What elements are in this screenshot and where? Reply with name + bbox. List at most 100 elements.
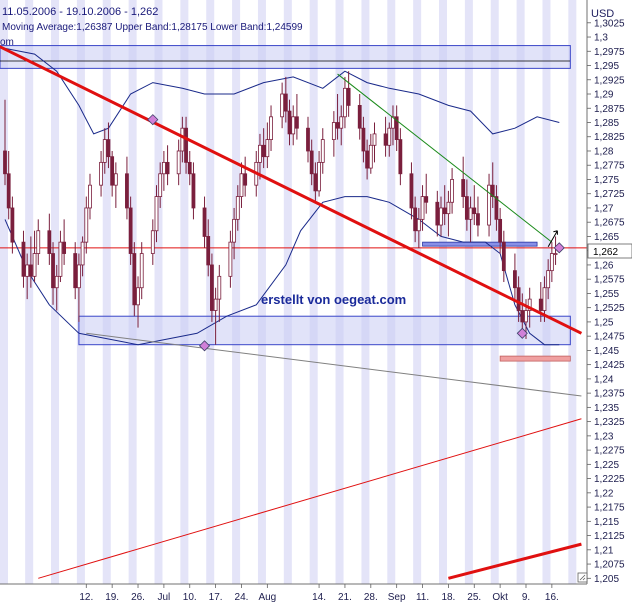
candle-body	[464, 196, 469, 220]
time-tick-label: 9.	[522, 592, 530, 603]
price-tick-label: 1,2425	[594, 360, 625, 371]
candle-body	[476, 213, 480, 226]
candle	[450, 168, 454, 214]
candle-body	[520, 310, 525, 323]
candle-body	[542, 287, 547, 311]
time-tick-label: 19.	[105, 592, 119, 603]
candle-body	[365, 150, 370, 169]
candle	[47, 213, 52, 265]
candle	[306, 116, 310, 163]
candle	[409, 162, 414, 220]
candle	[365, 139, 370, 180]
candle	[516, 276, 521, 322]
candle-body	[461, 179, 466, 197]
candle	[549, 242, 554, 283]
price-tick-label: 1,2375	[594, 389, 625, 400]
candle-body	[368, 144, 373, 169]
trend-line-lower-support-thick	[448, 542, 582, 580]
candle-body	[283, 93, 288, 112]
candle	[439, 196, 443, 237]
candle	[165, 145, 170, 186]
price-tick-label: 1,28	[594, 146, 614, 157]
candle	[343, 76, 347, 129]
candle-body	[549, 253, 554, 272]
candle	[280, 82, 285, 129]
candle-body	[202, 207, 207, 237]
weekend-stripe	[283, 0, 292, 584]
candle	[317, 150, 321, 197]
current-price-label: 1,262	[593, 247, 618, 258]
highlight-zones	[0, 45, 571, 362]
weekend-stripe	[335, 0, 344, 584]
weekend-stripe	[76, 0, 85, 584]
candle	[6, 150, 11, 220]
candle-body	[357, 105, 362, 129]
price-tick-label: 1,2825	[594, 132, 625, 143]
candle	[387, 122, 392, 157]
price-tick-label: 1,2875	[594, 104, 625, 115]
upper-band-line	[4, 47, 560, 135]
candle-body	[139, 253, 144, 289]
candle	[210, 253, 214, 322]
weekend-stripe	[413, 0, 422, 584]
candle	[464, 179, 469, 231]
candle-body	[258, 144, 262, 163]
weekend-stripe	[0, 0, 8, 584]
price-tick-label: 1,2325	[594, 417, 625, 428]
candle-body	[36, 230, 41, 254]
candle-body	[553, 253, 558, 255]
weekend-stripe	[439, 0, 448, 584]
candle	[398, 128, 403, 186]
time-tick-label: Sep	[388, 592, 406, 603]
candle-body	[80, 241, 85, 266]
candle	[239, 162, 244, 208]
candle	[25, 253, 30, 300]
candle-body	[513, 270, 517, 289]
candle	[283, 76, 288, 123]
candle-body	[73, 253, 78, 289]
candle	[158, 162, 163, 208]
candle	[102, 128, 107, 174]
candle	[88, 173, 92, 220]
resize-grip-icon[interactable]	[577, 572, 588, 583]
candle-body	[187, 161, 192, 175]
trend-line-lower-support	[38, 418, 582, 579]
candle	[176, 139, 181, 186]
price-tick-label: 1,2775	[594, 161, 625, 172]
candle	[21, 230, 26, 288]
price-tick-label: 1,215	[594, 517, 619, 528]
candle	[487, 173, 491, 237]
weekend-stripe	[568, 0, 577, 584]
candle-body	[468, 207, 473, 220]
candle	[136, 276, 140, 328]
candle-body	[206, 236, 211, 266]
time-tick-label: Jul	[157, 592, 170, 603]
weekend-stripe	[232, 0, 241, 584]
candle-body	[498, 218, 503, 243]
indicator-header: Moving Average:1,26387 Upper Band:1,2817…	[2, 22, 303, 33]
candle	[258, 133, 262, 180]
markers	[147, 114, 565, 352]
candle	[154, 185, 159, 243]
candle	[446, 190, 451, 237]
candle	[424, 173, 429, 214]
price-tick-label: 1,255	[594, 289, 619, 300]
candle-body	[343, 87, 347, 118]
price-tick-label: 1,2475	[594, 332, 625, 343]
trend-line-upper-resistance	[337, 73, 553, 243]
price-tick-label: 1,2975	[594, 47, 625, 58]
time-tick-label: 18.	[441, 592, 455, 603]
candle-body	[161, 161, 166, 175]
time-tick-label: 10.	[183, 592, 197, 603]
candle-body	[361, 127, 366, 152]
candle	[180, 116, 185, 163]
time-axis: 12. 19. 26. Jul 10. 17. 24. Aug 14. 21. 28. Sep 11. 1…	[79, 584, 559, 603]
candle-body	[165, 161, 170, 175]
candle-body	[487, 184, 491, 226]
price-tick-label: 1,235	[594, 403, 619, 414]
candle-body	[217, 275, 222, 300]
candle-body	[269, 116, 273, 140]
candle	[132, 242, 137, 317]
candle	[546, 259, 551, 300]
candle-body	[383, 133, 388, 146]
